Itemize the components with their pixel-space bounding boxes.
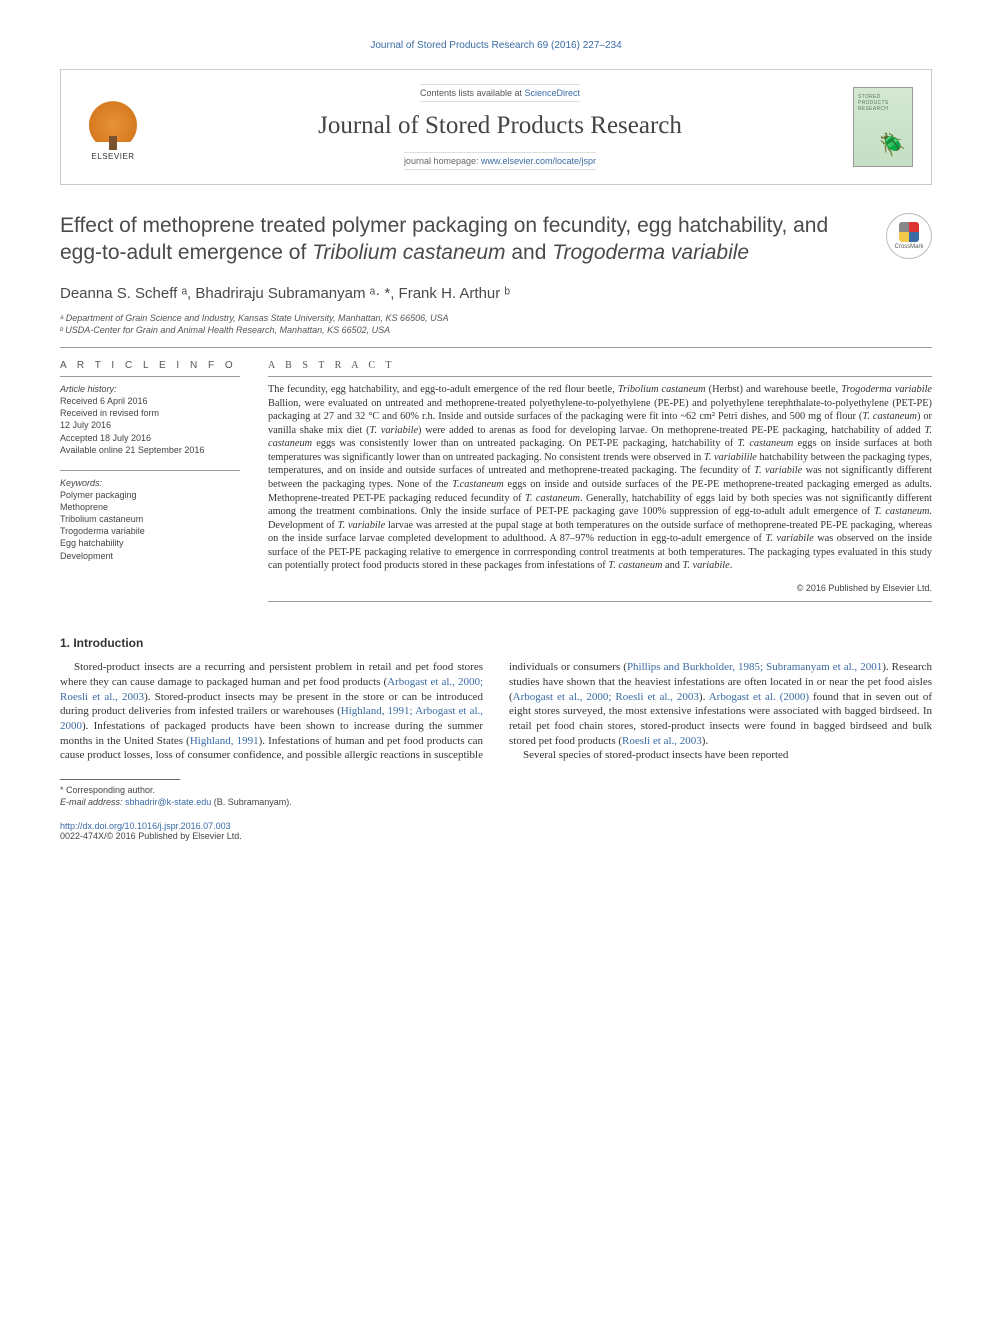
homepage-line: journal homepage: www.elsevier.com/locat… bbox=[404, 152, 596, 170]
body-two-column: Stored-product insects are a recurring a… bbox=[60, 660, 932, 763]
homepage-prefix: journal homepage: bbox=[404, 156, 481, 166]
article-title: Effect of methoprene treated polymer pac… bbox=[60, 213, 872, 267]
homepage-link[interactable]: www.elsevier.com/locate/jspr bbox=[481, 156, 596, 166]
abs-sp11: T. castaneum bbox=[874, 506, 929, 517]
abs-sp15: T. variabile bbox=[682, 560, 729, 571]
corresponding-author-note: * Corresponding author. bbox=[60, 785, 932, 797]
title-species-1: Tribolium castaneum bbox=[312, 241, 505, 264]
info-divider bbox=[60, 376, 240, 377]
journal-cover-thumbnail bbox=[853, 87, 913, 167]
abstract-divider bbox=[268, 376, 932, 377]
abs-sp1: Tribolium castaneum bbox=[618, 384, 706, 395]
p1c: ). Infestations of packaged products hav… bbox=[82, 720, 442, 732]
abstract-end-divider bbox=[268, 601, 932, 602]
ref-link-5[interactable]: Arbogast et al., 2000; Roesli et al., 20… bbox=[513, 691, 699, 703]
doi-link[interactable]: http://dx.doi.org/10.1016/j.jspr.2016.07… bbox=[60, 821, 231, 831]
ref-link-7[interactable]: Roesli et al., 2003 bbox=[622, 735, 702, 747]
keywords-block: Keywords: Polymer packaging Methoprene T… bbox=[60, 477, 240, 562]
abs-t1: The fecundity, egg hatchability, and egg… bbox=[268, 384, 618, 395]
email-link[interactable]: sbhadrir@k-state.edu bbox=[125, 797, 211, 807]
contents-prefix: Contents lists available at bbox=[420, 88, 525, 98]
email-line: E-mail address: sbhadrir@k-state.edu (B.… bbox=[60, 797, 932, 809]
publisher-name: ELSEVIER bbox=[91, 152, 134, 161]
email-label: E-mail address: bbox=[60, 797, 125, 807]
abs-sp12: T. variabile bbox=[338, 520, 386, 531]
p2f: ). bbox=[702, 735, 708, 747]
elsevier-logo: ELSEVIER bbox=[79, 88, 147, 166]
running-head: Journal of Stored Products Research 69 (… bbox=[60, 40, 932, 51]
abstract-heading: A B S T R A C T bbox=[268, 360, 932, 371]
contents-available-line: Contents lists available at ScienceDirec… bbox=[420, 84, 580, 102]
info-divider-2 bbox=[60, 470, 240, 471]
journal-header-box: ELSEVIER Contents lists available at Sci… bbox=[60, 69, 932, 185]
article-history-block: Article history: Received 6 April 2016 R… bbox=[60, 383, 240, 456]
title-species-2: Trogoderma variabile bbox=[552, 241, 749, 264]
title-and: and bbox=[506, 241, 553, 264]
crossmark-icon bbox=[899, 222, 919, 242]
footnotes: * Corresponding author. E-mail address: … bbox=[60, 785, 932, 808]
abs-sp8: T. variabile bbox=[754, 465, 802, 476]
abs-t15: and bbox=[662, 560, 682, 571]
affiliation-b: ᵇ USDA-Center for Grain and Animal Healt… bbox=[60, 324, 932, 337]
sciencedirect-link[interactable]: ScienceDirect bbox=[525, 88, 581, 98]
abs-sp3: T. castaneum bbox=[862, 411, 917, 422]
authors-line: Deanna S. Scheff ᵃ, Bhadriraju Subramany… bbox=[60, 285, 932, 302]
abs-sp7: T. variabilile bbox=[704, 452, 757, 463]
p2d: ). bbox=[699, 691, 709, 703]
abs-sp14: T. castaneum bbox=[608, 560, 662, 571]
journal-name: Journal of Stored Products Research bbox=[147, 112, 853, 140]
intro-para-3: Several species of stored-product insect… bbox=[509, 748, 932, 763]
abstract-column: A B S T R A C T The fecundity, egg hatch… bbox=[268, 360, 932, 608]
abstract-copyright: © 2016 Published by Elsevier Ltd. bbox=[268, 583, 932, 593]
abs-sp10: T. castaneum bbox=[525, 493, 580, 504]
email-who: (B. Subramanyam). bbox=[211, 797, 292, 807]
abs-sp4: T. variabile bbox=[370, 425, 419, 436]
footnote-separator bbox=[60, 779, 180, 780]
abs-sp13: T. variabile bbox=[765, 533, 813, 544]
abstract-text: The fecundity, egg hatchability, and egg… bbox=[268, 383, 932, 573]
ref-link-3[interactable]: Highland, 1991 bbox=[190, 735, 259, 747]
affiliation-a: ᵃ Department of Grain Science and Indust… bbox=[60, 312, 932, 325]
abs-sp9: T.castaneum bbox=[452, 479, 504, 490]
abs-t2: (Herbst) and warehouse beetle, bbox=[706, 384, 842, 395]
history-text: Received 6 April 2016 Received in revise… bbox=[60, 396, 204, 455]
elsevier-tree-icon bbox=[89, 94, 137, 142]
article-info-column: A R T I C L E I N F O Article history: R… bbox=[60, 360, 240, 608]
abs-t5: ) were added to arenas as food for devel… bbox=[418, 425, 924, 436]
footer-block: http://dx.doi.org/10.1016/j.jspr.2016.07… bbox=[60, 821, 932, 841]
abs-sp6: T. castaneum bbox=[738, 438, 794, 449]
abs-sp2: Trogoderma variabile bbox=[841, 384, 932, 395]
abs-t3: Ballion, were evaluated on untreated and… bbox=[268, 398, 932, 423]
ref-link-6[interactable]: Arbogast et al. (2000) bbox=[709, 691, 809, 703]
section-heading-intro: 1. Introduction bbox=[60, 636, 932, 650]
abs-t6: eggs was consistently lower than on untr… bbox=[312, 438, 738, 449]
issn-copyright: 0022-474X/© 2016 Published by Elsevier L… bbox=[60, 831, 242, 841]
crossmark-badge[interactable]: CrossMark bbox=[886, 213, 932, 259]
article-info-heading: A R T I C L E I N F O bbox=[60, 360, 240, 371]
ref-link-4[interactable]: Phillips and Burkholder, 1985; Subramany… bbox=[627, 661, 882, 673]
history-label: Article history: bbox=[60, 384, 117, 394]
divider bbox=[60, 347, 932, 348]
keywords-text: Polymer packaging Methoprene Tribolium c… bbox=[60, 490, 145, 561]
keywords-label: Keywords: bbox=[60, 478, 102, 488]
abs-tend: . bbox=[730, 560, 733, 571]
crossmark-label: CrossMark bbox=[894, 244, 923, 250]
